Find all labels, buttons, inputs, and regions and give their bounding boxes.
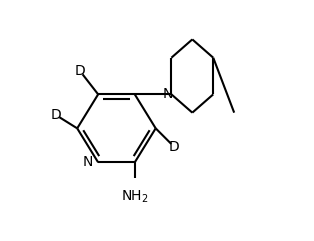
- Text: D: D: [74, 64, 85, 78]
- Text: N: N: [162, 87, 173, 101]
- Text: NH$_2$: NH$_2$: [121, 188, 149, 205]
- Text: D: D: [51, 108, 62, 122]
- Text: D: D: [169, 140, 179, 154]
- Text: N: N: [83, 155, 93, 169]
